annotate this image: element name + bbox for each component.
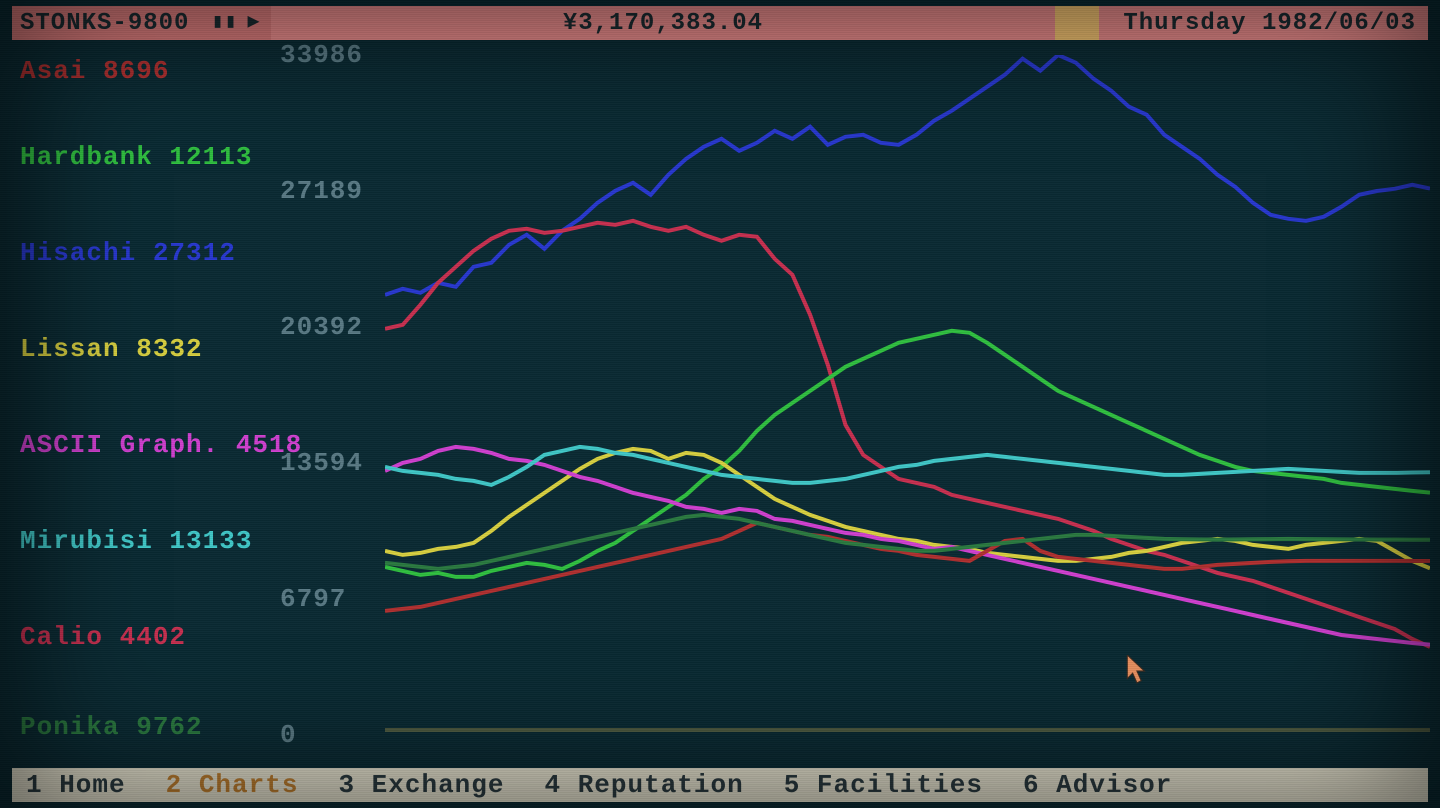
date-value: Thursday 1982/06/03 xyxy=(1123,10,1416,37)
y-axis-label: 0 xyxy=(280,720,297,750)
series-line-hisachi xyxy=(385,55,1430,295)
app-title: STONKS-9800 xyxy=(20,10,189,37)
play-icon[interactable]: ▶ xyxy=(248,13,261,33)
legend-item[interactable]: Hisachi 27312 xyxy=(20,238,236,268)
y-axis-label: 27189 xyxy=(280,176,363,206)
series-line-asai xyxy=(385,523,1430,611)
legend-item[interactable]: Asai 8696 xyxy=(20,56,169,86)
nav-reputation[interactable]: 4 Reputation xyxy=(544,770,743,800)
header-right: Thursday 1982/06/03 xyxy=(1099,6,1428,40)
playback-controls: ▮▮ ▶ xyxy=(211,13,260,33)
nav-home[interactable]: 1 Home xyxy=(26,770,126,800)
nav-facilities[interactable]: 5 Facilities xyxy=(784,770,983,800)
bottom-nav: 1 Home 2 Charts 3 Exchange 4 Reputation 5 Fa… xyxy=(12,768,1428,802)
legend-item[interactable]: Hardbank 12113 xyxy=(20,142,252,172)
header-mid: ¥3,170,383.04 xyxy=(271,6,1056,40)
legend-item[interactable]: Calio 4402 xyxy=(20,622,186,652)
legend-item[interactable]: Mirubisi 13133 xyxy=(20,526,252,556)
legend-item[interactable]: Lissan 8332 xyxy=(20,334,203,364)
price-chart xyxy=(385,55,1430,735)
series-line-calio xyxy=(385,221,1430,647)
nav-charts[interactable]: 2 Charts xyxy=(166,770,299,800)
legend-item[interactable]: Ponika 9762 xyxy=(20,712,203,742)
y-axis-label: 6797 xyxy=(280,584,346,614)
y-axis-label: 13594 xyxy=(280,448,363,478)
cursor-icon xyxy=(1126,655,1150,685)
y-axis-label: 20392 xyxy=(280,312,363,342)
balance-value: ¥3,170,383.04 xyxy=(563,10,763,37)
nav-exchange[interactable]: 3 Exchange xyxy=(338,770,504,800)
header-accent xyxy=(1055,6,1099,40)
y-axis-label: 33986 xyxy=(280,40,363,70)
legend-item[interactable]: ASCII Graph. 4518 xyxy=(20,430,302,460)
nav-advisor[interactable]: 6 Advisor xyxy=(1023,770,1172,800)
header-bar: STONKS-9800 ▮▮ ▶ ¥3,170,383.04 Thursday … xyxy=(12,6,1428,40)
header-left: STONKS-9800 ▮▮ ▶ xyxy=(12,6,271,40)
pause-icon[interactable]: ▮▮ xyxy=(211,13,237,33)
